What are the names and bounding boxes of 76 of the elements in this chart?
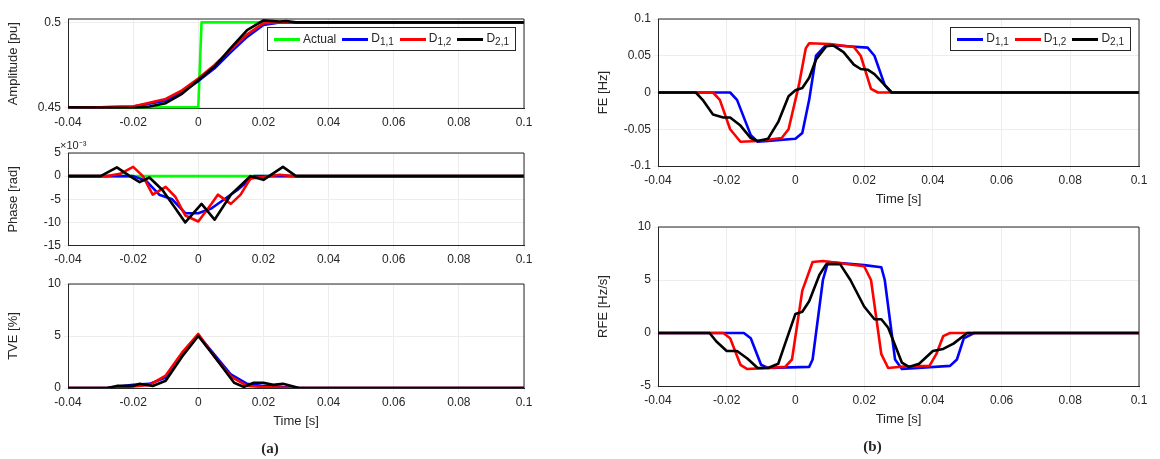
y-tick-label: 0.1 [634, 11, 652, 26]
legend-label: D$_{1,2}$ [1043, 31, 1067, 48]
y-tick-label: 0 [54, 380, 62, 395]
x-tick-label: 0 [792, 172, 800, 187]
x-tick-label: 0.06 [382, 115, 406, 130]
x-tick-label: -0.02 [119, 115, 148, 130]
x-tick-label: 0.1 [1130, 392, 1148, 407]
x-tick-label: 0.1 [515, 115, 533, 130]
x-tick-label: -0.04 [54, 252, 82, 267]
x-tick-label: -0.02 [119, 394, 148, 409]
x-tick-label: 0.02 [852, 392, 877, 407]
x-tick-label: 0.06 [382, 252, 406, 267]
y-tick-label: 0.5 [44, 14, 62, 29]
x-tick-label: 0.08 [1058, 392, 1083, 407]
legend-label: D$_{2,1}$ [1101, 31, 1124, 48]
y-axis-title: Phase [rad] [5, 166, 21, 233]
legend-label: Actual [302, 32, 337, 47]
x-tick-label: 0.08 [447, 394, 471, 409]
y-tick-label: 10 [637, 219, 652, 234]
text: (b) [863, 438, 882, 454]
x-axis-title: Time [s] [875, 410, 922, 426]
x-tick-label: 0.1 [1130, 172, 1148, 187]
x-tick-label: 0 [792, 392, 800, 407]
y-tick-label: 0.05 [627, 48, 652, 63]
x-tick-label: 0.1 [515, 252, 533, 267]
y-tick-label: -10 [43, 214, 62, 229]
x-tick-label: 0.06 [382, 394, 406, 409]
y-tick-label: 0.45 [37, 99, 62, 114]
legend-label: D$_{1,1}$ [986, 31, 1009, 48]
x-tick-label: -0.02 [713, 172, 741, 187]
x-tick-label: 0.04 [921, 392, 945, 407]
x-axis-title: Time [s] [273, 412, 319, 428]
x-tick-label: -0.02 [713, 392, 741, 407]
x-tick-label: -0.04 [54, 115, 82, 130]
y-tick-label: -0.05 [623, 121, 652, 136]
x-tick-label: 0.02 [251, 394, 276, 409]
text: ×10⁻³ [60, 139, 87, 151]
y-tick-label: 10 [47, 276, 62, 291]
y-tick-label: 5 [54, 328, 62, 343]
x-tick-label: -0.04 [644, 172, 672, 187]
x-tick-label: 0 [194, 252, 202, 267]
y-axis-title: RFE [Hz/s] [595, 275, 611, 338]
y-axis-title: TVE [%] [5, 312, 21, 360]
x-tick-label: 0 [194, 394, 202, 409]
x-tick-label: 0.08 [1058, 172, 1083, 187]
y-tick-label: -5 [50, 191, 62, 206]
legend-label: D$_{1,2}$ [428, 31, 452, 48]
x-tick-label: 0.02 [251, 115, 276, 130]
x-tick-label: 0.08 [447, 115, 471, 130]
x-tick-label: 0.04 [921, 172, 945, 187]
y-axis-title: FE [Hz] [595, 70, 611, 115]
legend-label: D$_{1,1}$ [371, 31, 394, 48]
x-tick-label: 0.02 [852, 172, 877, 187]
y-tick-label: 5 [54, 145, 62, 160]
x-tick-label: 0.04 [316, 115, 341, 130]
x-tick-label: -0.02 [119, 252, 148, 267]
x-tick-label: 0.04 [316, 252, 341, 267]
y-tick-label: 0 [644, 84, 652, 99]
y-tick-label: -5 [640, 378, 652, 393]
x-tick-label: 0.06 [989, 172, 1014, 187]
y-tick-label: 0 [644, 325, 652, 340]
x-tick-label: 0.02 [251, 252, 276, 267]
x-tick-label: -0.04 [644, 392, 672, 407]
y-tick-label: 5 [644, 272, 652, 287]
y-tick-label: -0.1 [630, 158, 652, 173]
x-tick-label: 0.06 [989, 392, 1014, 407]
text: (a) [261, 440, 279, 456]
x-tick-label: 0.08 [447, 252, 471, 267]
x-tick-label: 0.1 [515, 394, 533, 409]
x-tick-label: -0.04 [54, 394, 82, 409]
x-tick-label: 0.04 [316, 394, 341, 409]
x-tick-label: 0 [194, 115, 202, 130]
y-tick-label: -15 [43, 237, 62, 252]
x-axis-title: Time [s] [875, 190, 922, 206]
y-axis-title: Amplitude [pu] [5, 22, 21, 106]
legend-label: D$_{2,1}$ [486, 31, 509, 48]
